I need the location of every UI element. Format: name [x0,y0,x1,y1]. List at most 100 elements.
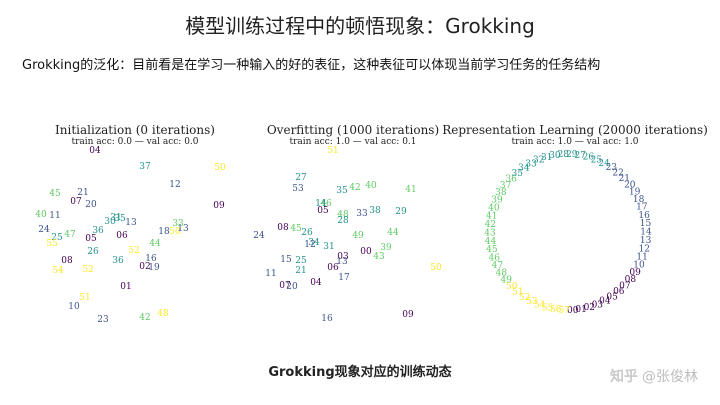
scatter-point-label: 33 [356,209,368,219]
scatter-point-label: 07 [619,281,631,291]
scatter-point-label: 45 [290,224,302,234]
scatter-point-label: 31 [323,242,334,252]
scatter-point-label: 18 [633,195,645,205]
scatter-point-label: 08 [625,275,637,285]
scatter-point-label: 28 [337,216,349,226]
scatter-point-label: 32 [533,156,544,166]
panel-title-overfitting: Overfitting (1000 iterations) [266,123,440,137]
scatter-point-label: 33 [525,159,537,169]
scatter-point-label: 26 [87,247,99,257]
scatter-point-label: 44 [485,237,497,247]
scatter-point-label: 13 [125,218,137,228]
scatter-point-label: 05 [317,206,329,216]
scatter-point-label: 23 [606,163,618,173]
scatter-point-label: 26 [583,153,595,163]
scatter-point-label: 35 [511,169,523,179]
scatter-point-label: 18 [158,227,170,237]
scatter-point-label: 11 [636,253,647,263]
scatter-point-label: 31 [110,213,121,223]
scatter-point-label: 13 [177,224,189,234]
scatter-point-label: 48 [496,269,508,279]
scatter-point-label: 35 [336,186,348,196]
scatter-point-label: 40 [35,210,47,220]
scatter-point-label: 01 [120,282,131,292]
scatter-point-label: 16 [638,211,650,221]
scatter-point-label: 22 [612,168,623,178]
scatter-point-label: 28 [558,150,570,160]
scatter-point-label: 24 [598,159,610,169]
scatter-point-label: 34 [308,238,320,248]
scatter-point-label: 26 [301,228,313,238]
scatter-point-label: 10 [68,302,80,312]
scatter-point-label: 38 [495,188,507,198]
scatter-point-label: 27 [295,173,307,183]
panel-subtitle-initialization: train acc: 0.0 — val acc: 0.0 [71,137,199,147]
scatter-point-label: 34 [518,164,530,174]
scatter-point-label: 50 [169,227,181,237]
scatter-point-label: 49 [500,276,512,286]
scatter-point-label: 42 [349,183,360,193]
scatter-point-label: 36 [92,226,104,236]
scatter-point-label: 53 [292,184,304,194]
scatter-point-label: 04 [89,146,101,156]
scatter-point-label: 37 [139,162,151,172]
scatter-point-label: 39 [491,196,503,206]
scatter-point-label: 17 [338,273,350,283]
scatter-point-label: 00 [360,247,372,257]
scatter-point-label: 52 [82,265,93,275]
scatter-point-label: 06 [327,263,339,273]
scatter-point-label: 47 [492,261,504,271]
scatter-point-label: 07 [279,281,291,291]
scatter-point-label: 12 [639,244,650,254]
scatter-point-label: 14 [315,199,327,209]
scatter-point-label: 04 [599,297,611,307]
scatter-point-label: 02 [584,303,595,313]
scatter-point-label: 09 [213,201,225,211]
scatter-point-label: 30 [549,151,561,161]
scatter-point-label: 44 [387,228,399,238]
watermark-user: @张俊林 [642,369,698,385]
scatter-point-label: 42 [139,313,150,323]
page-title: 模型训练过程中的顿悟现象：Grokking [185,14,535,38]
scatter-point-label: 03 [592,300,604,310]
scatter-point-label: 29 [395,207,407,217]
scatter-point-label: 20 [85,200,97,210]
scatter-point-label: 40 [365,181,377,191]
scatter-point-label: 42 [485,220,496,230]
scatter-point-label: 49 [352,231,364,241]
scatter-point-label: 02 [139,262,150,272]
scatter-point-label: 21 [619,174,630,184]
scatter-point-label: 12 [304,240,315,250]
scatter-point-label: 37 [500,181,512,191]
scatter-point-label: 51 [79,293,90,303]
scatter-point-label: 25 [51,233,63,243]
scatter-point-label: 21 [77,188,88,198]
scatter-point-label: 39 [380,243,392,253]
scatter-point-label: 16 [321,314,333,324]
scatter-point-label: 08 [277,223,289,233]
scatter-point-label: 25 [591,155,603,165]
scatter-point-label: 01 [575,305,586,315]
scatter-point-label: 11 [49,211,60,221]
scatter-point-label: 40 [488,204,500,214]
scatter-point-label: 14 [640,228,652,238]
scatter-point-label: 21 [295,266,306,276]
scatter-point-label: 51 [327,146,338,156]
scatter-point-label: 30 [104,217,116,227]
watermark-logo: 知乎 [610,369,638,385]
scatter-point-label: 50 [430,263,442,273]
scatter-point-label: 36 [505,175,517,185]
scatter-point-label: 24 [253,231,265,241]
scatter-point-label: 06 [613,287,625,297]
scatter-point-label: 09 [629,268,641,278]
scatter-point-label: 52 [519,293,530,303]
scatter-point-label: 19 [148,263,160,273]
scatter-point-label: 05 [606,292,618,302]
scatter-point-label: 45 [49,189,61,199]
scatter-point-label: 12 [169,180,180,190]
scatter-point-label: 27 [574,151,586,161]
scatter-point-label: 54 [534,301,546,311]
scatter-point-label: 43 [373,252,385,262]
scatter-panel-representation: 2829272625242322212019181716151413121110… [484,150,652,316]
panel-title-representation: Representation Learning (20000 iteration… [442,123,708,137]
